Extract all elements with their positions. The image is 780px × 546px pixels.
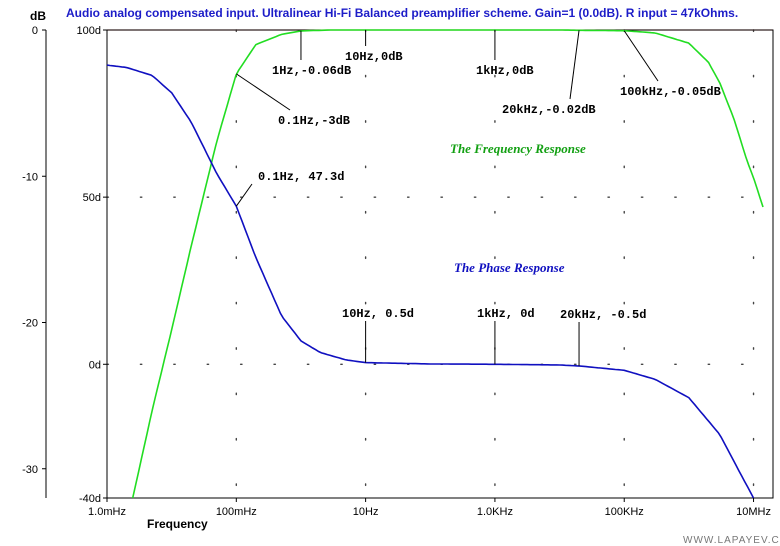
data-label: 1kHz,0dB [476, 64, 534, 78]
data-label: 20kHz,-0.02dB [502, 103, 596, 117]
x-tick-label: 100KHz [605, 506, 644, 518]
x-axis-label: Frequency [147, 517, 208, 531]
x-tick-label: 10Hz [353, 506, 379, 518]
db-tick-label: -20 [22, 318, 38, 330]
data-label: 100kHz,-0.05dB [620, 85, 721, 99]
x-tick-label: 100mHz [216, 506, 257, 518]
data-label: 10Hz, 0.5d [342, 307, 414, 321]
data-label: 0.1Hz, 47.3d [258, 170, 344, 184]
phase-tick-label: 0d [89, 359, 101, 371]
db-tick-label: 0 [32, 25, 38, 37]
data-label: 20kHz, -0.5d [560, 308, 646, 322]
x-tick-label: 1.0KHz [477, 506, 513, 518]
axis-ticks: 1.0mHz 100mHz 10Hz 1.0KHz 100KHz 10MHz 0 -10 -20… [22, 25, 771, 518]
data-label: 0.1Hz,-3dB [278, 114, 350, 128]
phase-tick-label: -40d [79, 493, 101, 505]
db-axis-unit: dB [30, 9, 46, 23]
data-label-leader [623, 30, 659, 82]
frequency-response-curve [131, 29, 764, 499]
data-label-leader [569, 30, 580, 100]
chart-title: Audio analog compensated input. Ultralin… [66, 6, 738, 20]
phase-tick-label: 100d [77, 25, 101, 37]
phase-response-curve [106, 64, 755, 499]
data-label: 1kHz, 0d [477, 307, 535, 321]
watermark: WWW.LAPAYEV.COM [683, 535, 780, 546]
data-label: 10Hz,0dB [345, 50, 403, 64]
series-curves [106, 29, 764, 499]
data-label: 1Hz,-0.06dB [272, 64, 351, 78]
db-tick-label: -10 [22, 171, 38, 183]
phase-tick-label: 50d [83, 192, 101, 204]
x-tick-label: 10MHz [736, 506, 771, 518]
data-label-leader [235, 183, 253, 207]
phase-response-label: The Phase Response [454, 260, 565, 275]
frequency-response-label: The Frequency Response [450, 141, 586, 156]
db-tick-label: -30 [22, 464, 38, 476]
x-tick-label: 1.0mHz [88, 506, 126, 518]
data-label-leader [236, 73, 291, 111]
